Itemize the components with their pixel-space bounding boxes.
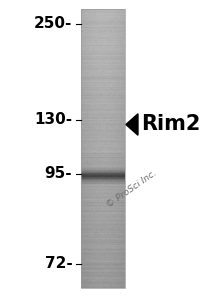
Text: 95-: 95-	[45, 167, 72, 182]
Bar	[81, 9, 125, 288]
Text: 130-: 130-	[34, 112, 72, 128]
Text: © ProSci Inc.: © ProSci Inc.	[105, 168, 158, 210]
Text: Rim2: Rim2	[141, 115, 201, 134]
Text: 250-: 250-	[34, 16, 72, 32]
Text: 72-: 72-	[44, 256, 72, 272]
Polygon shape	[126, 114, 138, 135]
